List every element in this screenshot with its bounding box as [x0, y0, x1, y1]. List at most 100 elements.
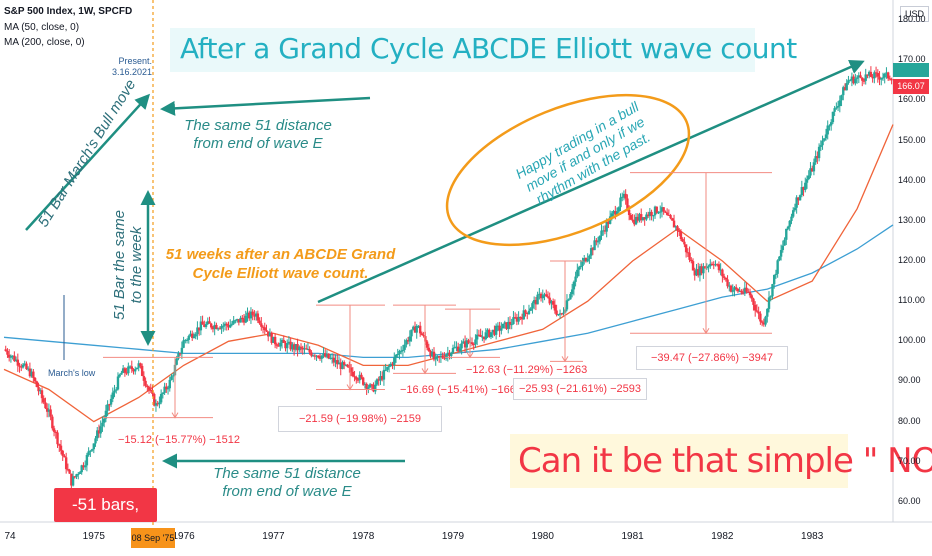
candle-body	[769, 296, 772, 298]
simple-question: Can it be that simple " NO"	[518, 441, 932, 481]
candle-body	[329, 358, 332, 360]
candle-body	[569, 294, 572, 300]
candle-body	[21, 364, 25, 368]
candle-body	[325, 353, 329, 357]
candle-body	[871, 76, 874, 79]
candle-body	[539, 293, 543, 299]
candle-body	[336, 360, 339, 365]
candle-body	[786, 226, 790, 229]
candle-body	[591, 248, 595, 251]
candle-body	[778, 256, 781, 261]
candle-body	[334, 360, 337, 363]
candle-body	[7, 354, 11, 358]
candle-body	[159, 393, 163, 403]
candle-body	[412, 326, 415, 330]
candle-body	[624, 193, 627, 199]
ma50-legend[interactable]: MA (50, close, 0)	[4, 22, 80, 33]
candle-body	[750, 295, 753, 299]
candle-body	[70, 473, 73, 486]
candle-body	[234, 320, 237, 322]
candle-body	[671, 218, 674, 221]
candle-body	[498, 325, 501, 331]
bull-move-arrow	[25, 93, 151, 231]
trend-arrow	[317, 59, 865, 304]
candle-body	[170, 376, 173, 380]
candle-body	[26, 368, 30, 370]
candle-body	[614, 211, 617, 215]
candle-body	[25, 363, 28, 369]
candle-body	[375, 379, 379, 385]
candle-body	[519, 316, 522, 318]
candle-body	[52, 428, 56, 432]
candle-body	[168, 379, 171, 389]
candle-body	[241, 317, 244, 320]
candle-body	[324, 353, 327, 357]
candle-body	[23, 363, 26, 365]
drawdown-arrowhead	[561, 356, 569, 363]
candle-body	[332, 357, 336, 363]
candle-body	[175, 358, 178, 365]
candle-body	[790, 216, 793, 221]
currency-button[interactable]: USD	[900, 6, 930, 22]
candle-body	[218, 328, 222, 330]
candle-body	[888, 78, 892, 80]
candle-body	[83, 465, 87, 468]
candle-body	[436, 356, 439, 358]
candle-body	[272, 336, 275, 343]
candle-body	[795, 197, 798, 208]
drawdown-label: −12.63 (−11.29%) −1263	[466, 364, 588, 376]
candle-body	[595, 240, 598, 242]
candle-body	[873, 72, 876, 79]
drawdown-arrowhead	[702, 328, 710, 335]
candle-body	[389, 363, 393, 367]
candle-body	[812, 162, 816, 172]
candle-body	[355, 376, 358, 380]
candle-body	[327, 353, 330, 359]
candle-body	[16, 359, 20, 366]
candle-body	[584, 258, 588, 262]
candle-body	[869, 71, 873, 77]
candle-body	[286, 343, 289, 349]
candle-body	[32, 371, 35, 378]
candle-body	[693, 270, 696, 276]
candle-body	[18, 365, 21, 367]
candle-body	[101, 422, 104, 427]
x-tick-label: 1983	[801, 531, 824, 542]
candle-body	[861, 77, 864, 81]
candle-body	[545, 294, 548, 297]
candle-body	[273, 336, 277, 345]
candle-body	[565, 300, 569, 310]
candle-body	[315, 355, 318, 357]
candle-body	[203, 324, 206, 327]
candle-body	[78, 472, 82, 474]
candle-body	[258, 320, 261, 324]
candle-body	[710, 263, 714, 265]
candle-body	[716, 264, 719, 266]
candle-body	[740, 290, 743, 293]
symbol-title: S&P 500 Index, 1W, SPCFD	[4, 6, 133, 17]
candle-body	[408, 336, 412, 342]
candle-body	[92, 443, 95, 450]
candle-body	[835, 107, 838, 109]
candle-body	[482, 336, 486, 340]
candle-body	[669, 215, 672, 219]
ma-price-flag	[893, 63, 929, 77]
candle-body	[348, 366, 351, 368]
candle-body	[821, 140, 824, 146]
y-tick-label: 100.00	[898, 335, 926, 346]
candle-body	[113, 390, 116, 393]
candle-body	[607, 221, 610, 224]
candle-body	[135, 367, 139, 370]
candle-body	[85, 455, 89, 466]
candle-body	[367, 387, 370, 389]
candle-body	[688, 252, 691, 260]
candle-body	[306, 349, 310, 351]
candle-body	[448, 352, 451, 357]
ma200-legend[interactable]: MA (200, close, 0)	[4, 37, 85, 48]
candle-body	[118, 374, 121, 377]
candle-body	[116, 376, 120, 390]
candle-body	[284, 342, 287, 349]
candle-body	[121, 368, 125, 373]
candle-body	[305, 348, 308, 350]
